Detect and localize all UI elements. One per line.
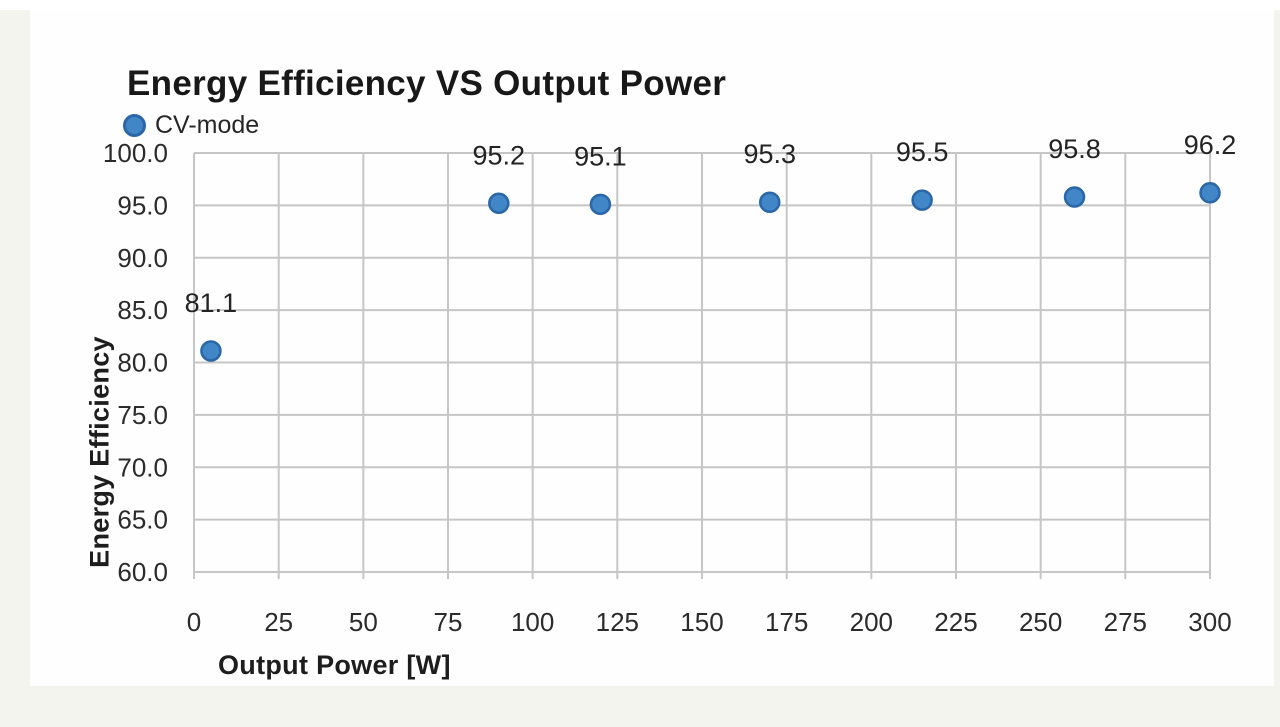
data-point-label: 96.2 [1184, 130, 1237, 160]
y-tick-label: 80.0 [117, 348, 168, 378]
chart-card: Energy Efficiency VS Output Power CV-mod… [30, 10, 1274, 686]
legend-marker-icon [123, 114, 146, 137]
data-point-label: 95.5 [896, 137, 949, 167]
x-tick-label: 25 [264, 607, 293, 637]
data-point-label: 95.1 [574, 141, 627, 171]
y-tick-label: 95.0 [117, 190, 168, 220]
tick-labels: 0 25 50 75 100 125 150 175 200 225 250 275 300 60.0 65… [103, 138, 1232, 637]
y-tick-label: 90.0 [117, 243, 168, 273]
data-point [589, 193, 612, 216]
x-tick-label: 175 [765, 607, 808, 637]
gridlines [193, 152, 1211, 579]
data-point [1063, 186, 1086, 208]
data-point [911, 189, 933, 211]
y-tick-label: 85.0 [117, 295, 168, 325]
data-point-label: 95.3 [743, 139, 796, 169]
data-point [200, 340, 222, 362]
x-tick-label: 150 [680, 607, 723, 637]
x-tick-label: 225 [934, 607, 977, 637]
x-tick-label: 125 [596, 607, 639, 637]
x-axis-title: Output Power [W] [218, 650, 451, 680]
chart-title: Energy Efficiency VS Output Power [127, 64, 727, 103]
data-point [758, 191, 781, 213]
y-tick-label: 65.0 [117, 505, 168, 535]
legend-series-label: CV-mode [155, 111, 260, 139]
y-tick-label: 100.0 [103, 138, 168, 168]
x-tick-label: 250 [1019, 607, 1062, 637]
x-tick-label: 0 [187, 607, 201, 637]
x-tick-label: 300 [1188, 607, 1231, 637]
x-tick-label: 200 [850, 607, 893, 637]
y-tick-label: 75.0 [117, 400, 168, 430]
x-tick-label: 100 [511, 607, 554, 637]
x-tick-label: 275 [1104, 607, 1147, 637]
data-point-labels: 81.1 95.2 95.1 95.3 95.5 95.8 96.2 [185, 130, 1237, 318]
data-point-label: 95.8 [1048, 134, 1101, 164]
data-point-label: 81.1 [185, 288, 238, 318]
data-points [200, 182, 1221, 362]
x-tick-label: 75 [434, 607, 463, 637]
legend: CV-mode [123, 111, 259, 140]
x-tick-label: 50 [349, 607, 378, 637]
y-tick-label: 60.0 [117, 557, 168, 587]
y-tick-label: 70.0 [117, 452, 168, 482]
data-point [488, 192, 510, 215]
data-point [1199, 182, 1221, 204]
data-point-label: 95.2 [473, 140, 526, 170]
